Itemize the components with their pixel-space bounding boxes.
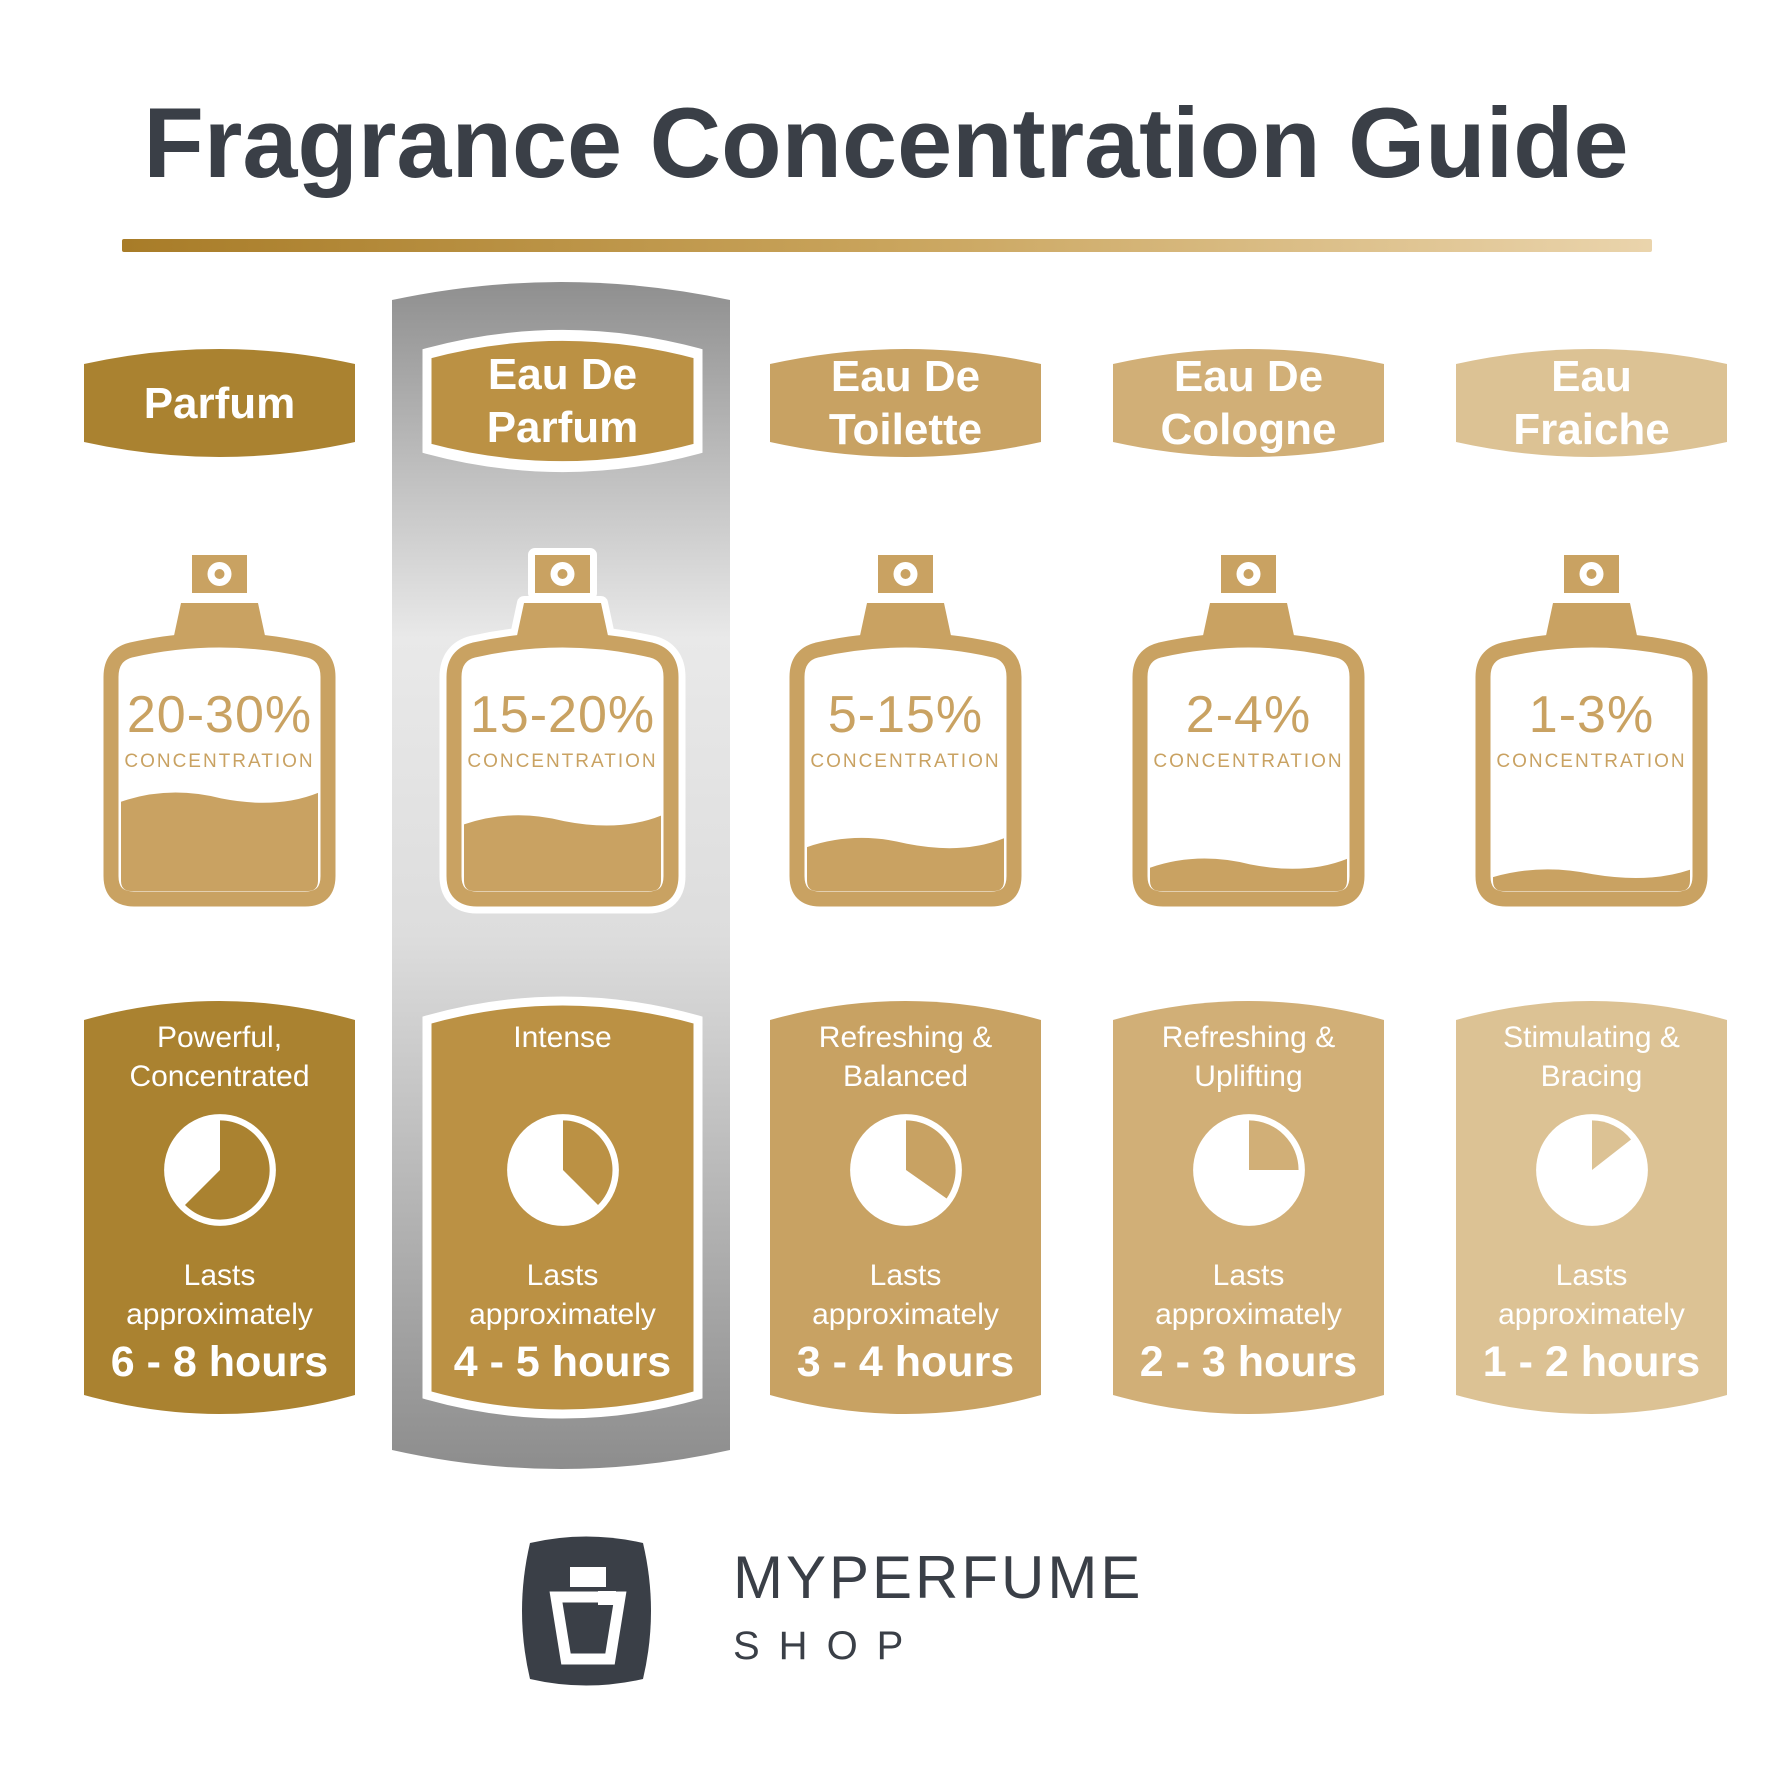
clock-pie-wedge — [184, 1120, 270, 1220]
category-badge-shape — [422, 329, 703, 473]
concentration-block: 5-15% CONCENTRATION — [767, 685, 1044, 773]
detail-card-content: Stimulating & Bracing Lasts approximatel… — [1453, 988, 1730, 1433]
bottle-fill-wave — [1493, 869, 1690, 891]
concentration-value: 2-4% — [1185, 686, 1312, 744]
clock-pie-wedge — [562, 1120, 612, 1206]
concentration-caption: CONCENTRATION — [1496, 751, 1687, 772]
logo-bottle-body — [549, 1591, 627, 1665]
duration-clock-icon — [849, 1114, 962, 1226]
perfume-bottle-icon — [789, 555, 1022, 907]
clock-pie-wedge — [905, 1120, 956, 1199]
concentration-block: 2-4% CONCENTRATION — [1110, 685, 1387, 773]
detail-card-content: Powerful, Concentrated Lasts approximate… — [81, 988, 358, 1433]
scent-character: Refreshing & Uplifting — [1161, 1021, 1336, 1093]
perfume-bottle-icon — [1475, 555, 1708, 907]
logo-bottle-cap — [570, 1567, 606, 1587]
scent-character: Stimulating & Bracing — [1503, 1021, 1680, 1093]
brand-logo-mark — [522, 1536, 651, 1686]
concentration-caption: CONCENTRATION — [124, 751, 315, 772]
bottle-body — [1475, 632, 1708, 907]
perfume-bottle: 15-20% CONCENTRATION — [424, 547, 701, 914]
duration-value: 2 - 3 hours — [1139, 1338, 1358, 1386]
clock-pie-wedge — [1248, 1120, 1299, 1170]
perfume-bottle-icon — [439, 548, 686, 914]
detail-card: Refreshing & Uplifting Lasts approximate… — [1110, 988, 1387, 1433]
scent-character: Intense — [513, 1021, 612, 1054]
bottle-body — [1132, 632, 1365, 907]
clock-pie-wedge — [1591, 1120, 1631, 1170]
category-badge: Eau De Toilette — [767, 338, 1044, 468]
fragrance-column: Eau De Toilette 5-15% CONCENTRATION — [767, 338, 1044, 1433]
bottle-fill-wave — [807, 837, 1004, 891]
concentration-caption: CONCENTRATION — [467, 751, 658, 772]
duration-caption: Lasts approximately — [812, 1259, 999, 1331]
detail-card: Intense Lasts approximately 4 - 5 hours — [422, 988, 703, 1433]
duration-value: 3 - 4 hours — [796, 1338, 1015, 1386]
perfume-bottle: 2-4% CONCENTRATION — [1110, 547, 1387, 907]
category-badge-label: Eau De Toilette — [828, 352, 983, 454]
concentration-value: 15-20% — [469, 686, 656, 744]
concentration-value: 5-15% — [827, 686, 984, 744]
columns-row: Parfum 20-30% CONCENTRATION — [81, 329, 1730, 1433]
category-badge-label: Eau Fraiche — [1513, 352, 1670, 454]
brand-logo: MYPERFUME SHOP — [510, 1535, 1143, 1687]
duration-clock-icon — [163, 1114, 276, 1226]
category-badge-shape — [1456, 349, 1727, 457]
duration-caption: Lasts approximately — [1155, 1259, 1342, 1331]
concentration-value: 20-30% — [126, 686, 313, 744]
duration-value: 4 - 5 hours — [453, 1338, 672, 1386]
detail-card-content: Refreshing & Uplifting Lasts approximate… — [1110, 988, 1387, 1433]
concentration-block: 1-3% CONCENTRATION — [1453, 685, 1730, 773]
category-badge: Eau Fraiche — [1453, 338, 1730, 468]
detail-card: Stimulating & Bracing Lasts approximatel… — [1453, 988, 1730, 1433]
duration-caption: Lasts approximately — [469, 1259, 656, 1331]
concentration-value: 1-3% — [1528, 686, 1655, 744]
page-title: Fragrance Concentration Guide — [143, 87, 1629, 198]
fragrance-column: Eau De Cologne 2-4% CONCENTRATION — [1110, 338, 1387, 1433]
perfume-bottle: 1-3% CONCENTRATION — [1453, 547, 1730, 907]
duration-value: 1 - 2 hours — [1482, 1338, 1701, 1386]
fragrance-column: Eau Fraiche 1-3% CONCENTRATION — [1453, 338, 1730, 1433]
fragrance-column: Eau De Parfum 15-20% CONCENTRATION — [422, 329, 703, 1433]
category-badge-label: Eau De Cologne — [1160, 352, 1337, 454]
category-badge-shape — [84, 349, 355, 457]
detail-card: Powerful, Concentrated Lasts approximate… — [81, 988, 358, 1433]
duration-clock-icon — [1192, 1114, 1305, 1226]
category-badge: Eau De Cologne — [1110, 338, 1387, 468]
bottle-fill-wave — [1150, 858, 1347, 891]
scent-character: Powerful, Concentrated — [129, 1021, 310, 1093]
bottle-fill-wave — [121, 792, 318, 891]
brand-logo-text: MYPERFUME SHOP — [733, 1535, 1143, 1669]
bottle-body — [789, 632, 1022, 907]
concentration-block: 20-30% CONCENTRATION — [81, 685, 358, 773]
concentration-caption: CONCENTRATION — [1153, 751, 1344, 772]
scent-character: Refreshing & Balanced — [818, 1021, 993, 1093]
title-underline — [122, 239, 1652, 252]
detail-card-content: Intense Lasts approximately 4 - 5 hours — [424, 988, 701, 1433]
duration-clock-icon — [506, 1114, 619, 1226]
category-badge-shape — [770, 349, 1041, 457]
concentration-block: 15-20% CONCENTRATION — [424, 685, 701, 773]
detail-card: Refreshing & Balanced Lasts approximatel… — [767, 988, 1044, 1433]
brand-sub: SHOP — [733, 1624, 923, 1668]
concentration-caption: CONCENTRATION — [810, 751, 1001, 772]
perfume-bottle-icon — [1132, 555, 1365, 907]
duration-caption: Lasts approximately — [1498, 1259, 1685, 1331]
detail-card-content: Refreshing & Balanced Lasts approximatel… — [767, 988, 1044, 1433]
bottle-fill-wave — [464, 815, 661, 891]
duration-value: 6 - 8 hours — [110, 1338, 329, 1386]
category-badge-label: Parfum — [143, 378, 296, 428]
fragrance-column: Parfum 20-30% CONCENTRATION — [81, 338, 358, 1433]
category-badge: Parfum — [81, 338, 358, 468]
perfume-bottle-icon — [103, 555, 336, 907]
perfume-bottle: 20-30% CONCENTRATION — [81, 547, 358, 907]
category-badge-label: Eau De Parfum — [486, 350, 639, 452]
perfume-bottle: 5-15% CONCENTRATION — [767, 547, 1044, 907]
duration-caption: Lasts approximately — [126, 1259, 313, 1331]
brand-name: MYPERFUME — [733, 1544, 1144, 1611]
duration-clock-icon — [1535, 1114, 1648, 1226]
category-badge-shape — [1113, 349, 1384, 457]
category-badge: Eau De Parfum — [422, 322, 703, 480]
